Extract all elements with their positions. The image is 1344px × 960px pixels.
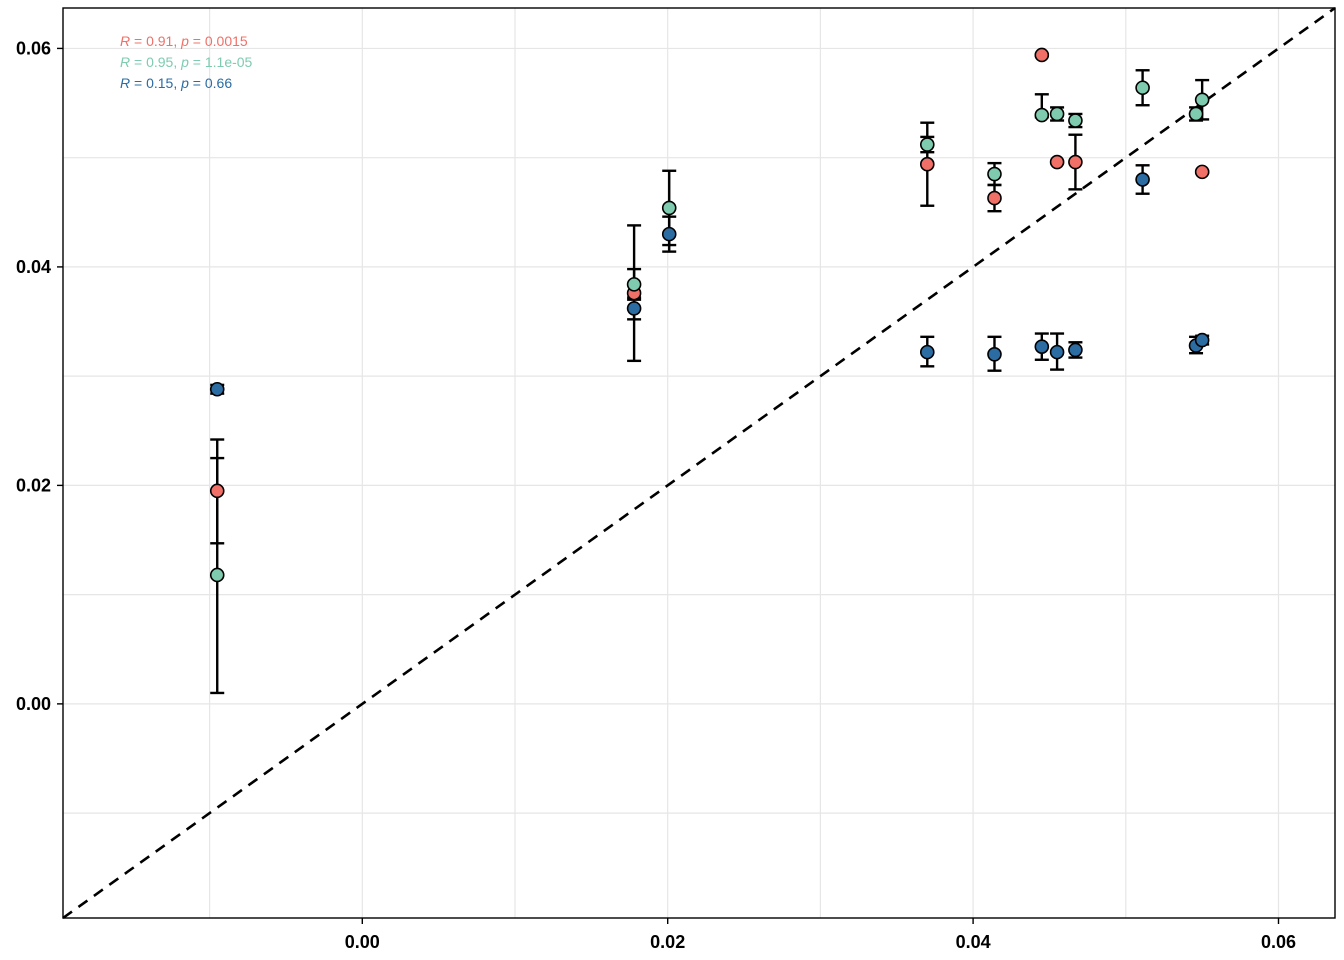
y-tick-label: 0.04 [16,257,51,277]
data-point [1034,339,1050,354]
data-point [1068,342,1083,358]
data-point [1194,164,1210,180]
data-point [919,344,935,360]
data-point [1049,154,1065,170]
identity-line [62,6,1336,920]
axes: 0.00 0.02 0.04 0.06 0.00 0.02 0.04 0.06 [16,7,1336,952]
data-point [661,226,677,242]
y-tick-label: 0.02 [16,475,51,495]
data-point [1068,113,1083,128]
correlation-annotations: R = 0.91, p = 0.0015 R = 0.95, p = 1.1e-0… [120,33,253,91]
panel-border [62,7,1336,919]
data-point [1034,107,1050,123]
correlation-label: R = 0.95, p = 1.1e-05 [120,54,253,70]
y-tick-label: 0.00 [16,694,51,714]
data-point [1049,106,1065,122]
data-point [919,137,935,152]
x-tick-label: 0.06 [1261,932,1296,952]
correlation-label: R = 0.91, p = 0.0015 [120,33,248,49]
data-point [1135,80,1150,96]
data-points [209,47,1210,583]
data-point [987,347,1002,362]
x-tick-label: 0.00 [345,932,380,952]
x-tick-label: 0.04 [956,932,991,952]
data-point [626,301,642,316]
data-point [1034,47,1050,63]
data-point [1049,344,1065,360]
x-tick-label: 0.02 [650,932,685,952]
data-point [209,381,225,397]
error-bars [210,52,1210,695]
data-point [1188,106,1204,122]
data-point [209,483,225,499]
data-point [987,190,1002,206]
data-point [209,567,225,583]
correlation-label: R = 0.15, p = 0.66 [120,75,232,91]
data-point [987,166,1002,182]
data-point [1068,154,1083,170]
data-point [1194,332,1210,348]
data-point [919,156,935,172]
data-point [626,277,642,292]
data-point [1135,172,1150,187]
grid-lines [63,8,1335,918]
data-point [661,200,677,216]
data-point [1194,92,1210,108]
identity-dashed-line [62,6,1336,920]
y-tick-label: 0.06 [16,38,51,58]
